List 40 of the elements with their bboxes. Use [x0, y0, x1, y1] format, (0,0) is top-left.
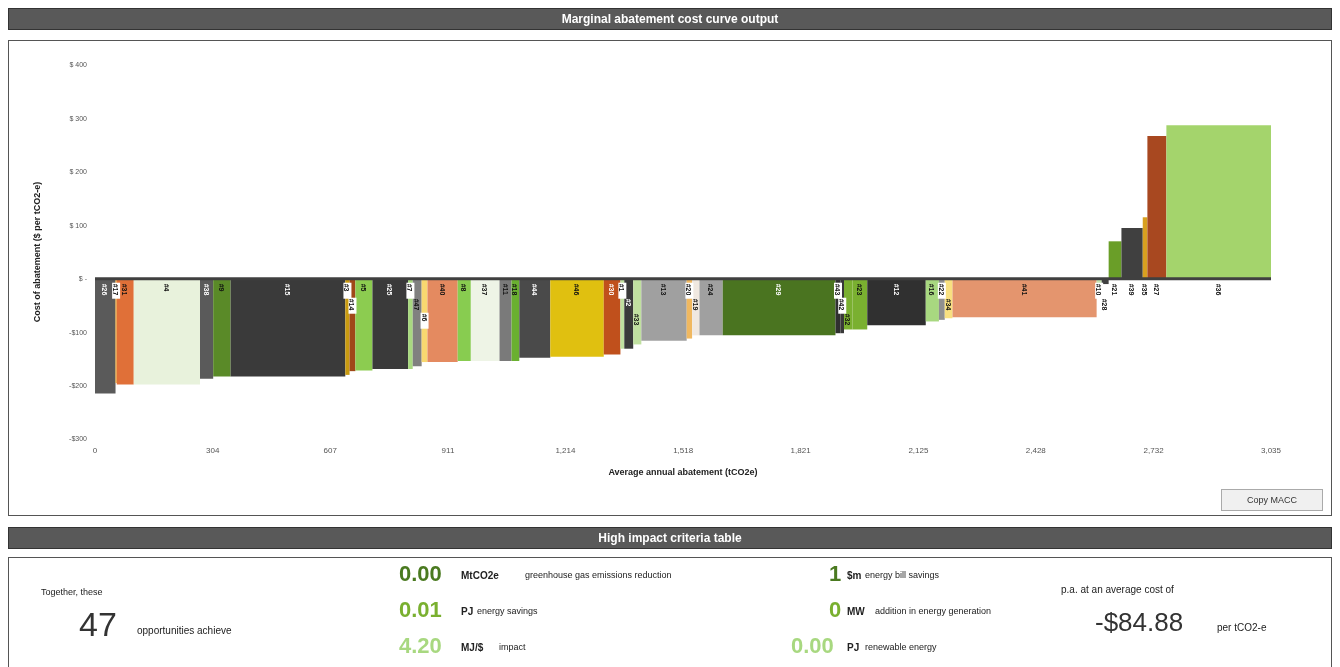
text: 1: [829, 561, 842, 587]
x-tick-label: 1,214: [555, 445, 576, 455]
text: 0: [829, 597, 842, 623]
x-tick-label: 607: [323, 445, 338, 455]
text: addition in energy generation: [875, 606, 992, 617]
text: per tCO2-e: [1217, 622, 1267, 633]
text: Together, these: [41, 587, 103, 598]
text: p.a. at an average cost of: [1061, 584, 1174, 595]
text: renewable energy: [865, 642, 937, 653]
text: MW: [847, 606, 865, 617]
text: opportunities achieve: [137, 625, 232, 636]
text: energy savings: [477, 606, 538, 617]
text: MtCO2e: [461, 570, 499, 581]
text: High impact criteria table: [8, 527, 1332, 549]
x-tick-label: 3,035: [1260, 445, 1282, 455]
x-tick-label: 2,125: [908, 445, 929, 455]
x-tick-label: 0: [92, 445, 98, 455]
text: PJ: [847, 642, 860, 653]
text: $m: [847, 570, 862, 581]
text: 0.00: [791, 633, 834, 659]
x-tick-label: 2,428: [1025, 445, 1047, 455]
x-tick-label: 1,821: [790, 445, 812, 455]
x-tick-label: 1,518: [673, 445, 694, 455]
x-axis-title: Average annual abatement (tCO2e): [608, 467, 758, 477]
text: greenhouse gas emissions reduction: [525, 570, 672, 581]
text: MJ/$: [461, 642, 484, 653]
x-tick-label: 304: [206, 445, 221, 455]
text: Copy MACC: [1221, 489, 1323, 511]
text: 47: [79, 605, 117, 644]
y-axis-title: Cost of abatement ($ per tCO2-e): [32, 181, 43, 323]
x-tick-label: 2,732: [1143, 445, 1165, 455]
text: 0.01: [399, 597, 442, 623]
text: PJ: [461, 606, 474, 617]
text: 4.20: [399, 633, 442, 659]
text: -$84.88: [1095, 607, 1184, 637]
text: 0.00: [399, 561, 442, 587]
text: energy bill savings: [865, 570, 940, 581]
x-tick-label: 911: [441, 445, 455, 455]
text: impact: [499, 642, 526, 653]
chart-title: Marginal abatement cost curve output: [8, 8, 1332, 30]
